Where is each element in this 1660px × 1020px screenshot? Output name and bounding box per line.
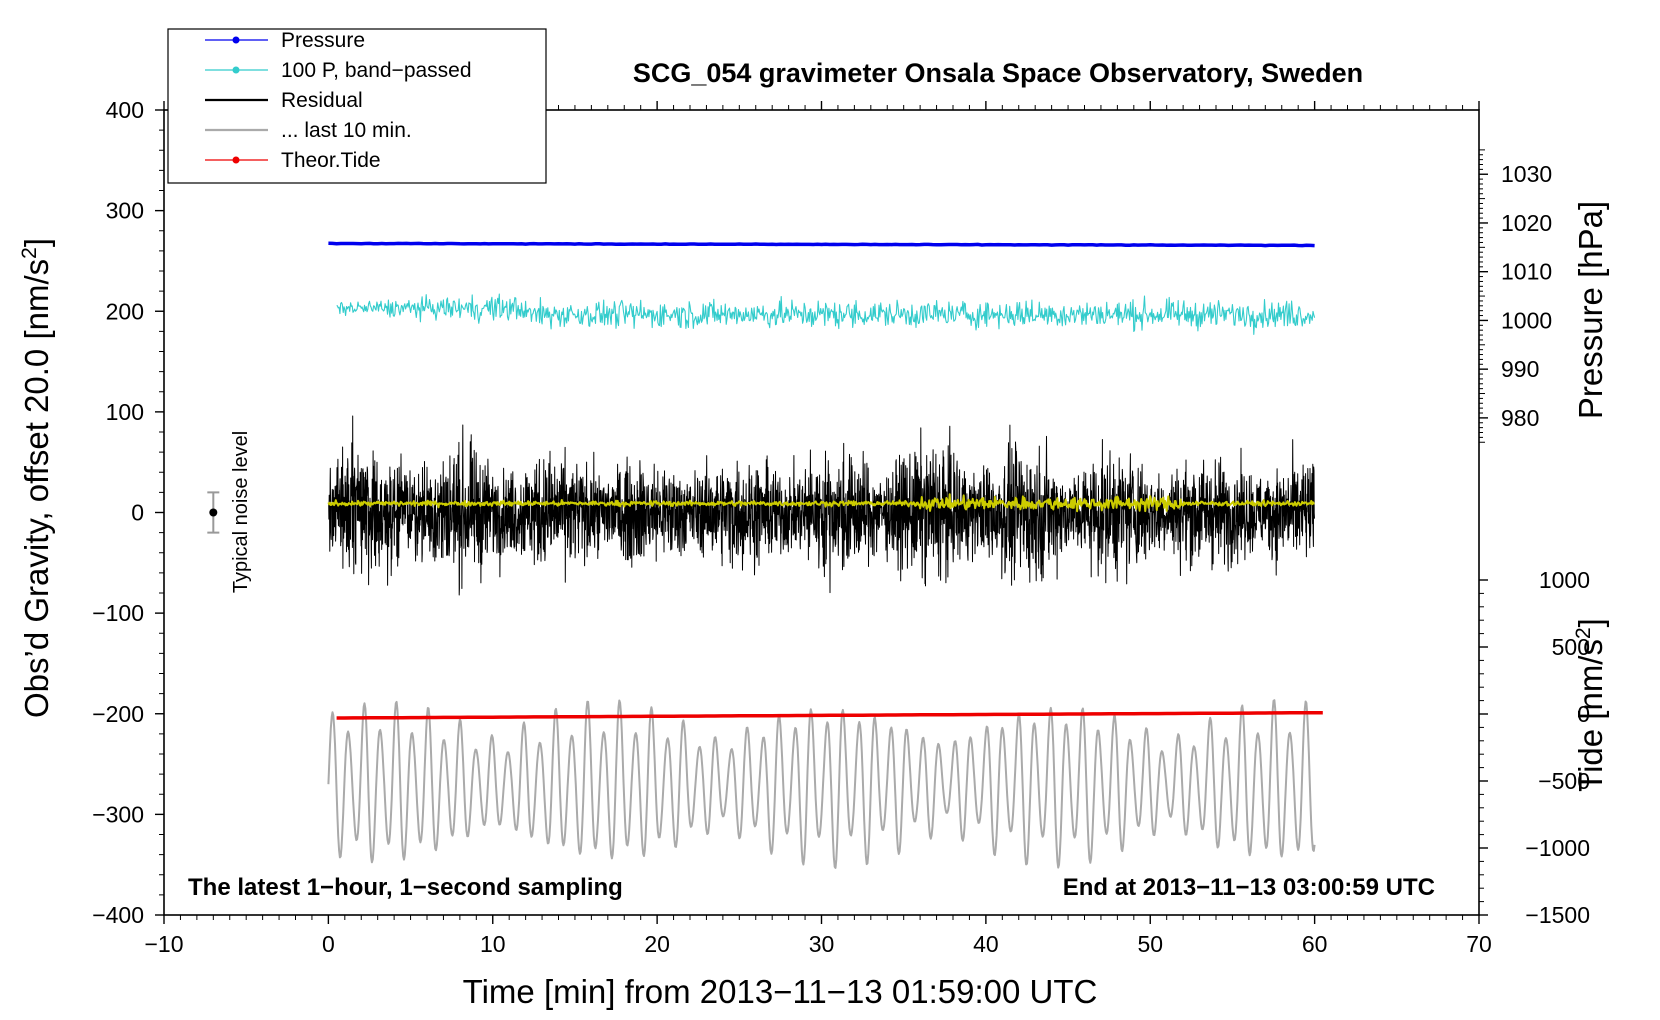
legend-entry-pressure: Pressure — [205, 29, 365, 52]
y-tick-label: 400 — [106, 97, 144, 123]
legend-label-pressure: Pressure — [281, 29, 365, 52]
pressure-tick-label: 1000 — [1501, 307, 1552, 333]
x-tick-label: −10 — [144, 931, 183, 957]
legend-marker-bandpassed — [232, 66, 240, 74]
chart-title: SCG_054 gravimeter Onsala Space Observat… — [633, 58, 1363, 88]
pressure-tick-label: 1030 — [1501, 161, 1552, 187]
noise-indicator: Typical noise level — [207, 431, 252, 593]
legend-entry-bandpassed: 100 P, band−passed — [205, 59, 472, 82]
legend-box — [167, 28, 547, 184]
y-axis-title-tide-sup: 2 — [1572, 627, 1595, 639]
y-axis-title-left: Obs’d Gravity, offset 20.0 [nm/s2] — [18, 238, 55, 718]
y-tick-label: −400 — [92, 902, 144, 928]
legend-label-bandpassed: 100 P, band−passed — [281, 59, 472, 82]
pressure-tick-label: 990 — [1501, 356, 1539, 382]
legend-marker-tide — [232, 156, 240, 164]
x-axis-title: Time [min] from 2013−11−13 01:59:00 UTC — [463, 973, 1098, 1010]
y-axis-title-tide-text: Tide [nm/s — [1572, 639, 1609, 792]
tide-tick-label: 0 — [1577, 701, 1590, 727]
tide-tick-label: −1500 — [1525, 902, 1590, 928]
series-bandpassed — [336, 293, 1316, 335]
legend-label-residual: Residual — [281, 89, 363, 112]
note-latest-hour: The latest 1−hour, 1−second sampling — [188, 874, 623, 901]
series-filtered — [327, 493, 1315, 513]
x-tick-label: 70 — [1466, 931, 1492, 957]
tide-tick-label: −500 — [1538, 768, 1590, 794]
tide-tick-label: 500 — [1552, 634, 1590, 660]
y-tick-label: −100 — [92, 600, 144, 626]
pressure-tick-label: 980 — [1501, 405, 1539, 431]
y-tick-label: 100 — [106, 399, 144, 425]
legend: Pressure 100 P, band−passed Residual ...… — [167, 28, 547, 184]
y-tick-label: −200 — [92, 701, 144, 727]
y-tick-label: 0 — [131, 500, 144, 526]
noise-label: Typical noise level — [230, 431, 252, 593]
y-tick-label: −300 — [92, 801, 144, 827]
x-tick-label: 30 — [809, 931, 835, 957]
y-axis-title-left-end: ] — [18, 238, 55, 247]
noise-center-dot — [209, 508, 218, 517]
x-tick-label: 0 — [322, 931, 335, 957]
x-tick-label: 40 — [973, 931, 999, 957]
y-tick-label: 300 — [106, 198, 144, 224]
axis-ticks: −10 0 10 20 30 40 50 60 704003002001000−100−200−… — [92, 97, 1590, 957]
y-axis-title-left-sup: 2 — [18, 247, 41, 259]
series-layer — [327, 241, 1323, 869]
legend-entry-tide: Theor.Tide — [205, 149, 381, 172]
series-residual — [327, 415, 1315, 596]
series-theor-tide — [336, 710, 1323, 720]
y-axis-title-pressure: Pressure [hPa] — [1572, 201, 1609, 419]
y-axis-title-tide: Tide [nm/s2] — [1572, 618, 1609, 792]
y-tick-label: 200 — [106, 298, 144, 324]
legend-label-last10: ... last 10 min. — [281, 119, 412, 142]
x-tick-label: 20 — [644, 931, 670, 957]
tide-tick-label: −1000 — [1525, 835, 1590, 861]
note-end-time: End at 2013−11−13 03:00:59 UTC — [1063, 874, 1435, 901]
legend-entry-last10: ... last 10 min. — [205, 119, 412, 142]
pressure-tick-label: 1020 — [1501, 210, 1552, 236]
x-tick-label: 10 — [480, 931, 506, 957]
x-tick-label: 50 — [1137, 931, 1163, 957]
series-last-10-min — [327, 699, 1316, 869]
legend-entry-residual: Residual — [205, 89, 363, 112]
tide-tick-label: 1000 — [1539, 567, 1590, 593]
pressure-tick-label: 1010 — [1501, 259, 1552, 285]
legend-marker-pressure — [232, 36, 240, 44]
y-axis-title-left-text: Obs’d Gravity, offset 20.0 [nm/s — [18, 259, 55, 718]
x-tick-label: 60 — [1302, 931, 1328, 957]
series-pressure — [328, 241, 1315, 248]
y-axis-title-tide-end: ] — [1572, 618, 1609, 627]
legend-label-tide: Theor.Tide — [281, 149, 381, 172]
